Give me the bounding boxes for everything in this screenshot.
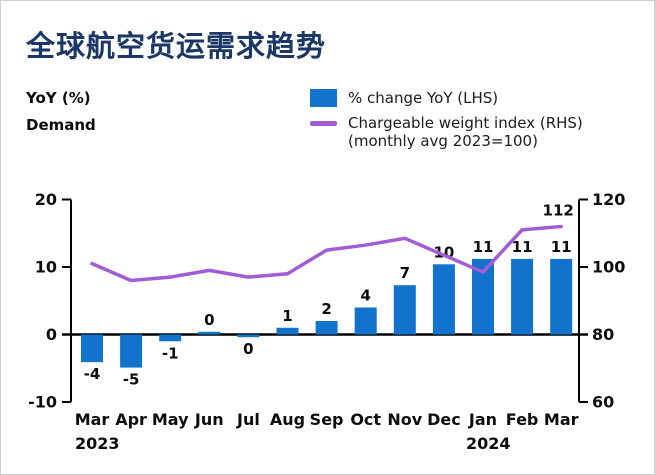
- svg-text:0: 0: [243, 340, 253, 358]
- line-series-label: Chargeable weight index (RHS) (monthly a…: [348, 114, 583, 150]
- svg-text:7: 7: [400, 264, 410, 282]
- svg-text:11: 11: [512, 238, 533, 256]
- chart-legend: % change YoY (LHS) Chargeable weight ind…: [310, 89, 583, 157]
- svg-text:Nov: Nov: [387, 410, 422, 429]
- svg-text:100: 100: [592, 258, 625, 277]
- svg-text:1: 1: [282, 307, 292, 325]
- svg-text:11: 11: [473, 238, 494, 256]
- svg-text:60: 60: [592, 393, 614, 412]
- svg-text:20: 20: [35, 190, 57, 209]
- svg-text:May: May: [152, 410, 189, 429]
- line-series-label-sub: (monthly avg 2023=100): [348, 132, 538, 150]
- legend-item-line-series: Chargeable weight index (RHS) (monthly a…: [310, 114, 583, 150]
- svg-text:2024: 2024: [466, 434, 511, 453]
- left-axis-caption-yoy: YoY (%): [26, 89, 91, 107]
- svg-text:80: 80: [592, 325, 614, 344]
- svg-text:0: 0: [204, 311, 214, 329]
- svg-text:0: 0: [46, 325, 57, 344]
- svg-text:Aug: Aug: [270, 410, 305, 429]
- line-series-label-main: Chargeable weight index (RHS): [348, 114, 583, 132]
- svg-text:Sep: Sep: [310, 410, 344, 429]
- svg-text:Oct: Oct: [350, 410, 381, 429]
- left-axis-caption-demand: Demand: [26, 116, 96, 134]
- svg-text:Mar: Mar: [544, 410, 579, 429]
- svg-text:112: 112: [543, 202, 574, 220]
- svg-text:Jan: Jan: [468, 410, 497, 429]
- svg-text:-4: -4: [84, 365, 101, 383]
- svg-text:Apr: Apr: [115, 410, 147, 429]
- svg-text:-5: -5: [123, 371, 140, 389]
- svg-text:2: 2: [321, 300, 331, 318]
- line-series-swatch-icon: [310, 121, 337, 126]
- svg-text:120: 120: [592, 190, 625, 209]
- svg-text:Feb: Feb: [506, 410, 539, 429]
- legend-item-bar-series: % change YoY (LHS): [310, 89, 583, 107]
- bar-series-label: % change YoY (LHS): [348, 89, 499, 107]
- svg-text:Dec: Dec: [427, 410, 461, 429]
- svg-text:11: 11: [551, 238, 572, 256]
- svg-text:10: 10: [35, 258, 57, 277]
- bar-series-swatch-icon: [310, 89, 337, 107]
- svg-text:4: 4: [360, 287, 370, 305]
- svg-text:2023: 2023: [75, 434, 120, 453]
- svg-text:Jun: Jun: [194, 410, 224, 429]
- svg-text:Jul: Jul: [236, 410, 260, 429]
- svg-text:Mar: Mar: [75, 410, 110, 429]
- page-title: 全球航空货运需求趋势: [26, 29, 327, 63]
- svg-text:-1: -1: [162, 344, 179, 362]
- svg-text:-10: -10: [28, 393, 57, 412]
